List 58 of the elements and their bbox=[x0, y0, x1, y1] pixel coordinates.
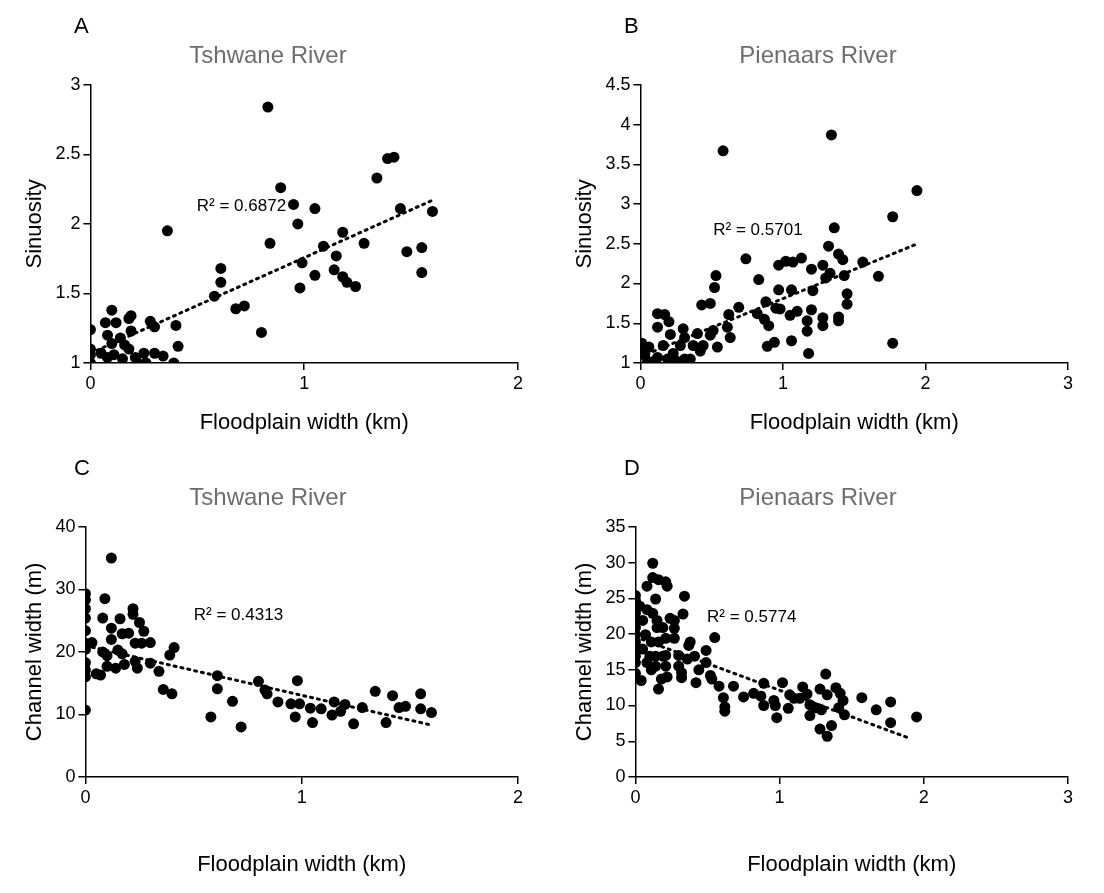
text: B bbox=[624, 13, 639, 39]
annotation: R² = 0.4313 bbox=[193, 605, 284, 625]
x-axis-title: Floodplain width (km) bbox=[197, 850, 407, 876]
x-tick-label: 2 bbox=[512, 786, 524, 807]
text: A bbox=[74, 13, 89, 39]
y-tick-label: 35 bbox=[605, 515, 626, 536]
y-axis-title: Channel width (m) bbox=[571, 562, 597, 742]
y-axis-title: Channel width (m) bbox=[21, 562, 47, 742]
chart-title: Tshwane River bbox=[189, 41, 347, 69]
y-tick-label: 25 bbox=[605, 587, 626, 608]
y-tick-label: 2 bbox=[620, 272, 631, 293]
y-tick-label: 20 bbox=[55, 640, 76, 661]
chart-title: Pienaars River bbox=[739, 41, 897, 69]
y-tick-label: 4.5 bbox=[605, 73, 631, 94]
y-tick-label: 2.5 bbox=[605, 232, 631, 253]
chart-title: Pienaars River bbox=[739, 483, 897, 511]
chart-title: Tshwane River bbox=[189, 483, 347, 511]
y-tick-label: 40 bbox=[55, 515, 76, 536]
text: C bbox=[74, 455, 90, 481]
x-tick-label: 3 bbox=[1062, 786, 1074, 807]
y-tick-label: 3 bbox=[620, 193, 631, 213]
x-tick-label: 0 bbox=[635, 372, 646, 393]
y-tick-label: 0 bbox=[65, 765, 76, 786]
y-axis-title: Sinuosity bbox=[571, 179, 597, 269]
x-tick-label: 2 bbox=[920, 372, 931, 393]
x-tick-label: 2 bbox=[512, 372, 524, 393]
x-axis-title: Floodplain width (km) bbox=[747, 850, 957, 876]
x-axis-title: Floodplain width (km) bbox=[199, 408, 409, 434]
x-tick-label: 3 bbox=[1062, 372, 1074, 393]
y-tick-label: 5 bbox=[615, 730, 626, 751]
x-axis-title: Floodplain width (km) bbox=[749, 408, 959, 434]
x-tick-label: 1 bbox=[774, 786, 785, 807]
y-tick-label: 10 bbox=[55, 703, 76, 724]
x-tick-label: 1 bbox=[296, 786, 307, 807]
y-tick-label: 2 bbox=[70, 212, 81, 233]
x-tick-label: 1 bbox=[299, 372, 310, 393]
annotation: R² = 0.5701 bbox=[713, 220, 803, 240]
y-tick-label: 30 bbox=[55, 578, 76, 599]
x-tick-label: 0 bbox=[85, 372, 96, 393]
y-tick-label: 1 bbox=[70, 351, 81, 372]
y-tick-label: 3 bbox=[70, 73, 81, 94]
y-tick-label: 15 bbox=[605, 658, 626, 679]
x-tick-label: 1 bbox=[777, 372, 788, 393]
annotation: R² = 0.5774 bbox=[707, 606, 797, 626]
annotation: R² = 0.6872 bbox=[196, 196, 287, 216]
y-axis-title: Sinuosity bbox=[21, 179, 47, 269]
text: D bbox=[624, 455, 640, 481]
y-tick-label: 2.5 bbox=[55, 143, 81, 164]
y-tick-label: 30 bbox=[605, 551, 626, 572]
y-tick-label: 0 bbox=[615, 765, 626, 786]
y-tick-label: 4 bbox=[620, 113, 631, 134]
y-tick-label: 10 bbox=[605, 694, 626, 715]
y-tick-label: 20 bbox=[605, 623, 626, 643]
x-tick-label: 2 bbox=[918, 786, 929, 807]
y-tick-label: 3.5 bbox=[605, 153, 631, 174]
y-tick-label: 1.5 bbox=[605, 312, 631, 333]
y-tick-label: 1 bbox=[620, 351, 631, 372]
y-tick-label: 1.5 bbox=[55, 282, 81, 303]
